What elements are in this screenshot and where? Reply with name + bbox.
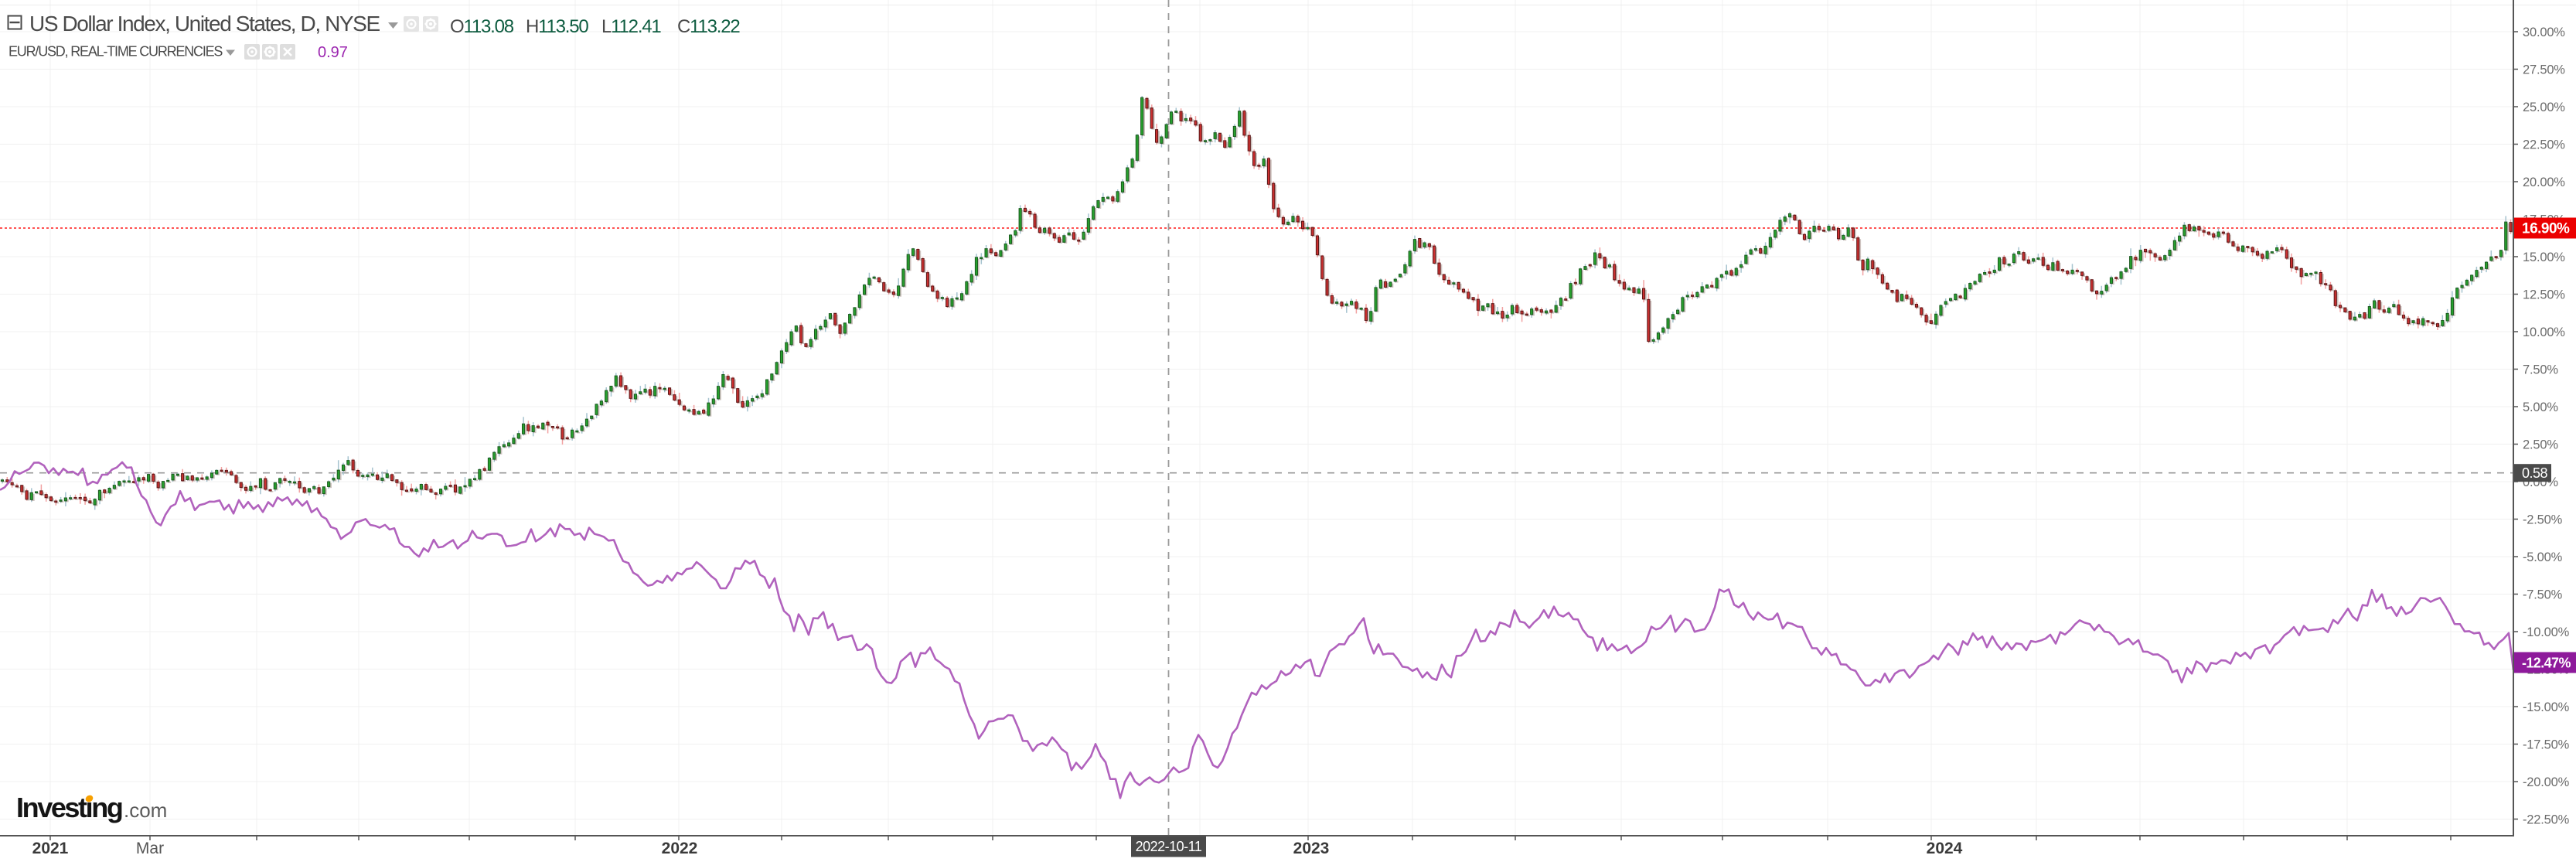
- svg-text:25.00%: 25.00%: [2523, 101, 2565, 114]
- svg-text:16.90%: 16.90%: [2522, 221, 2570, 237]
- svg-text:Mar: Mar: [136, 840, 164, 857]
- svg-text:5.00%: 5.00%: [2523, 400, 2558, 414]
- svg-text:-15.00%: -15.00%: [2523, 700, 2570, 714]
- svg-text:22.50%: 22.50%: [2523, 138, 2565, 152]
- svg-text:EUR/USD, REAL-TIME CURRENCIES: EUR/USD, REAL-TIME CURRENCIES: [9, 44, 223, 60]
- svg-text:US Dollar Index, United States: US Dollar Index, United States, D, NYSE: [29, 12, 380, 36]
- svg-text:30.00%: 30.00%: [2523, 26, 2565, 39]
- svg-text:-2.50%: -2.50%: [2523, 513, 2563, 527]
- svg-text:H113.50: H113.50: [526, 16, 588, 37]
- svg-text:2021: 2021: [32, 840, 69, 857]
- svg-text:-5.00%: -5.00%: [2523, 550, 2563, 564]
- svg-text:2022: 2022: [662, 840, 698, 857]
- svg-text:2.50%: 2.50%: [2523, 438, 2558, 452]
- svg-text:O113.08: O113.08: [450, 16, 514, 37]
- svg-text:0.58: 0.58: [2522, 465, 2548, 481]
- svg-text:-22.50%: -22.50%: [2523, 813, 2570, 827]
- svg-text:10.00%: 10.00%: [2523, 325, 2565, 339]
- svg-text:-17.50%: -17.50%: [2523, 738, 2570, 752]
- svg-text:-7.50%: -7.50%: [2523, 588, 2563, 602]
- svg-text:7.50%: 7.50%: [2523, 363, 2558, 377]
- svg-text:-10.00%: -10.00%: [2523, 625, 2570, 639]
- svg-text:-20.00%: -20.00%: [2523, 775, 2570, 789]
- svg-text:2024: 2024: [1927, 840, 1963, 857]
- svg-text:Investing: Investing: [16, 792, 122, 823]
- svg-text:C113.22: C113.22: [677, 16, 740, 37]
- svg-text:27.50%: 27.50%: [2523, 63, 2565, 77]
- svg-text:15.00%: 15.00%: [2523, 250, 2565, 264]
- svg-text:L112.41: L112.41: [601, 16, 661, 37]
- svg-text:2022-10-11: 2022-10-11: [1136, 839, 1202, 854]
- svg-text:2023: 2023: [1293, 840, 1330, 857]
- svg-text:-12.47%: -12.47%: [2522, 656, 2571, 671]
- svg-text:20.00%: 20.00%: [2523, 175, 2565, 189]
- svg-text:.com: .com: [124, 799, 167, 822]
- svg-text:0.97: 0.97: [318, 44, 348, 61]
- svg-text:12.50%: 12.50%: [2523, 288, 2565, 302]
